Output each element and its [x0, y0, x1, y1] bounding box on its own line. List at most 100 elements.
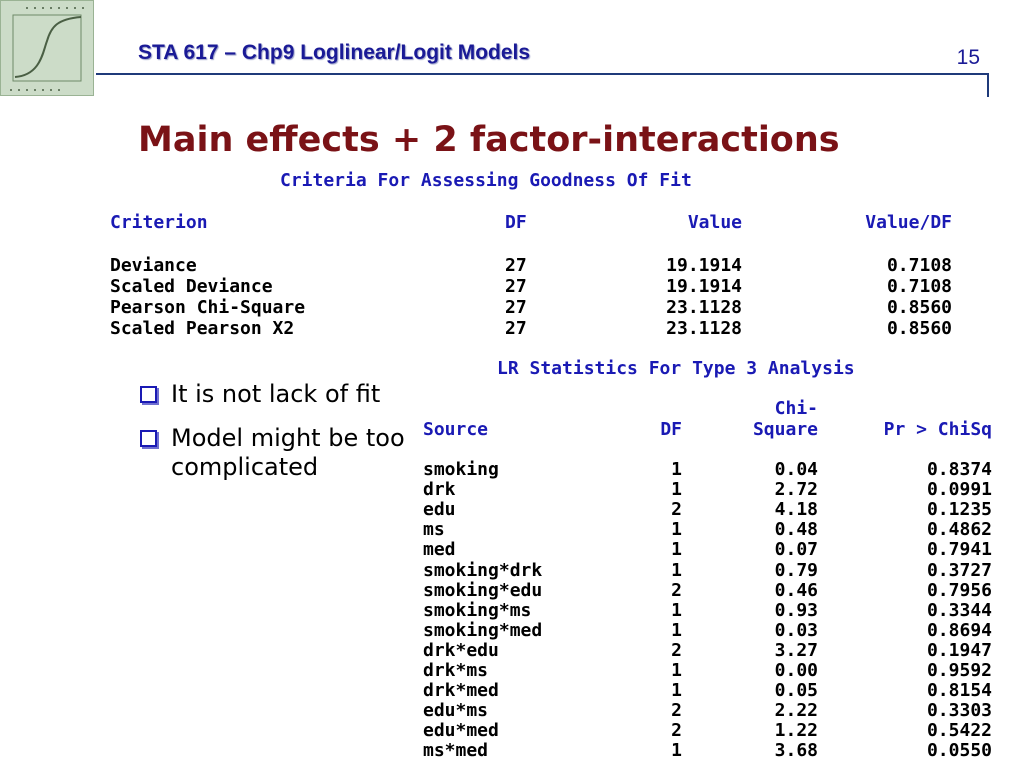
- lr-p-value: 0.0991: [926, 479, 992, 500]
- lr-source: smoking*drk: [423, 560, 543, 581]
- lr-df: 1: [671, 539, 682, 560]
- lr-chi-square: 3.27: [774, 640, 818, 661]
- header-rule-tick: [987, 73, 989, 97]
- gof-table-title: Criteria For Assessing Goodness Of Fit: [280, 170, 692, 191]
- lr-df: 2: [671, 720, 682, 741]
- gof-header-criterion: Criterion: [110, 212, 208, 233]
- lr-df: 2: [671, 640, 682, 661]
- lr-chi-square: 2.72: [774, 479, 818, 500]
- lr-df: 1: [671, 680, 682, 701]
- lr-chi-square: 0.05: [774, 680, 818, 701]
- gof-value: 23.1128: [666, 318, 742, 339]
- lr-chi-square: 3.68: [774, 740, 818, 761]
- lr-source: drk*med: [423, 680, 499, 701]
- lr-source: drk*edu: [423, 640, 499, 661]
- lr-header-chi-bottom: Square: [752, 419, 818, 440]
- logo-sigmoid-icon: [0, 0, 94, 96]
- lr-chi-square: 0.07: [774, 539, 818, 560]
- lr-df: 1: [671, 459, 682, 480]
- lr-p-value: 0.0550: [926, 740, 992, 761]
- lr-chi-square: 0.48: [774, 519, 818, 540]
- slide-title: Main effects + 2 factor-interactions: [138, 120, 840, 160]
- gof-criterion: Scaled Pearson X2: [110, 318, 295, 339]
- lr-chi-square: 0.93: [774, 600, 818, 621]
- lr-table-title: LR Statistics For Type 3 Analysis: [497, 358, 855, 379]
- lr-chi-square: 0.00: [774, 660, 818, 681]
- lr-p-value: 0.1235: [926, 499, 992, 520]
- lr-source: drk*ms: [423, 660, 489, 681]
- lr-p-value: 0.1947: [926, 640, 992, 661]
- gof-value-df: 0.8560: [886, 297, 952, 318]
- page-number: 15: [956, 46, 980, 69]
- lr-p-value: 0.3303: [926, 700, 992, 721]
- lr-header-source: Source: [423, 419, 489, 440]
- gof-value: 19.1914: [666, 276, 742, 297]
- lr-p-value: 0.3727: [926, 560, 992, 581]
- lr-source: smoking*med: [423, 620, 543, 641]
- lr-chi-square: 0.03: [774, 620, 818, 641]
- gof-criterion: Scaled Deviance: [110, 276, 273, 297]
- course-title: STA 617 – Chp9 Loglinear/Logit Models: [138, 41, 531, 64]
- lr-chi-square: 4.18: [774, 499, 818, 520]
- header-rule: [96, 73, 989, 75]
- bullet-text: Model might be too complicated: [171, 424, 405, 481]
- lr-df: 2: [671, 499, 682, 520]
- gof-df: 27: [505, 276, 527, 297]
- lr-chi-square: 2.22: [774, 700, 818, 721]
- lr-p-value: 0.8154: [926, 680, 992, 701]
- bullet-text: It is not lack of fit: [171, 380, 381, 408]
- lr-source: smoking*ms: [423, 600, 532, 621]
- lr-p-value: 0.7941: [926, 539, 992, 560]
- lr-source: drk: [423, 479, 456, 500]
- lr-df: 1: [671, 660, 682, 681]
- lr-header-chi-top: Chi-: [774, 398, 818, 419]
- gof-header-value-df: Value/DF: [865, 212, 952, 233]
- gof-df: 27: [505, 255, 527, 276]
- lr-p-value: 0.9592: [926, 660, 992, 681]
- gof-header-value: Value: [687, 212, 742, 233]
- gof-header-df: DF: [505, 212, 527, 233]
- lr-header-p: Pr > ChiSq: [883, 419, 992, 440]
- gof-value-df: 0.7108: [886, 276, 952, 297]
- checkbox-bullet-icon: [140, 430, 157, 447]
- lr-p-value: 0.5422: [926, 720, 992, 741]
- gof-criterion: Pearson Chi-Square: [110, 297, 306, 318]
- lr-source: smoking*edu: [423, 580, 543, 601]
- gof-df: 27: [505, 297, 527, 318]
- lr-source: edu*med: [423, 720, 499, 741]
- checkbox-bullet-icon: [140, 386, 157, 403]
- bullet-item: Model might be too complicated: [138, 424, 441, 482]
- lr-df: 1: [671, 560, 682, 581]
- lr-df: 1: [671, 519, 682, 540]
- lr-source: smoking: [423, 459, 499, 480]
- lr-header-df: DF: [660, 419, 682, 440]
- bullet-item: It is not lack of fit: [138, 380, 441, 409]
- lr-chi-square: 0.46: [774, 580, 818, 601]
- lr-source: ms: [423, 519, 445, 540]
- gof-value-df: 0.8560: [886, 318, 952, 339]
- lr-df: 1: [671, 479, 682, 500]
- gof-value: 19.1914: [666, 255, 742, 276]
- lr-df: 1: [671, 620, 682, 641]
- lr-source: med: [423, 539, 456, 560]
- lr-source: ms*med: [423, 740, 489, 761]
- lr-df: 1: [671, 600, 682, 621]
- gof-df: 27: [505, 318, 527, 339]
- gof-value: 23.1128: [666, 297, 742, 318]
- lr-source: edu: [423, 499, 456, 520]
- gof-criterion: Deviance: [110, 255, 197, 276]
- lr-p-value: 0.4862: [926, 519, 992, 540]
- lr-chi-square: 1.22: [774, 720, 818, 741]
- lr-chi-square: 0.04: [774, 459, 818, 480]
- lr-p-value: 0.3344: [926, 600, 992, 621]
- bullet-list: It is not lack of fit Model might be too…: [138, 380, 441, 497]
- lr-p-value: 0.7956: [926, 580, 992, 601]
- lr-df: 1: [671, 740, 682, 761]
- lr-df: 2: [671, 580, 682, 601]
- lr-p-value: 0.8694: [926, 620, 992, 641]
- gof-value-df: 0.7108: [886, 255, 952, 276]
- lr-source: edu*ms: [423, 700, 489, 721]
- lr-p-value: 0.8374: [926, 459, 992, 480]
- lr-df: 2: [671, 700, 682, 721]
- lr-chi-square: 0.79: [774, 560, 818, 581]
